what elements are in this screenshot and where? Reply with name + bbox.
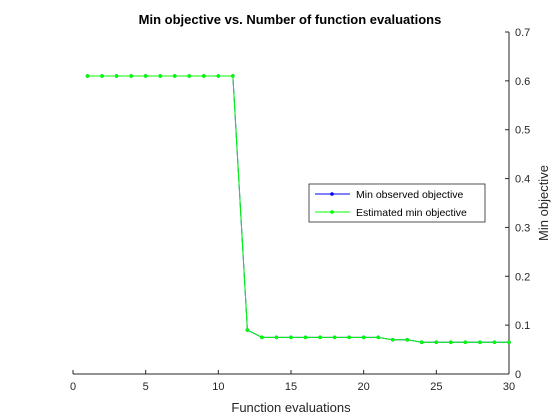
- x-tick-label: 0: [70, 381, 76, 393]
- series-1-point: [390, 337, 395, 342]
- x-tick-label: 25: [430, 381, 442, 393]
- series-1-point: [303, 335, 308, 340]
- series-1-point: [114, 74, 119, 78]
- y-tick-label: 0: [515, 369, 521, 381]
- legend-label-min-observed: Min observed objective: [356, 189, 464, 201]
- series-1-point: [129, 74, 133, 78]
- y-tick-label: 0.3: [515, 222, 530, 234]
- series-1-point: [449, 340, 453, 345]
- legend: Min observed objective Estimated min obj…: [308, 183, 486, 223]
- x-tick-label: 15: [285, 381, 297, 393]
- series-1-point: [361, 335, 366, 340]
- x-tick-label: 30: [503, 381, 515, 393]
- series-1-point: [434, 340, 439, 345]
- legend-marker-estimated-min: [330, 210, 334, 214]
- series-1-point: [231, 74, 235, 78]
- y-ticks: 0 0.1 0.2 0.3 0.4 0.5 0.6 0.7: [505, 27, 530, 381]
- y-tick-label: 0.7: [515, 27, 530, 39]
- series-1-point: [172, 74, 177, 78]
- series-1-point: [478, 340, 482, 345]
- series-1-point: [289, 335, 293, 340]
- series-1-point: [332, 335, 337, 340]
- series-1-point: [463, 340, 468, 345]
- series-1-point: [376, 335, 381, 340]
- series-1-point: [85, 74, 90, 78]
- series-1-point: [419, 340, 424, 345]
- series-1-point: [143, 74, 148, 78]
- series-1-point: [405, 337, 410, 342]
- x-tick-label: 5: [143, 381, 149, 393]
- x-ticks: 0 5 10 15 20 25 30: [70, 370, 515, 393]
- series-1-point: [492, 340, 497, 345]
- series-line-1: [87, 75, 509, 343]
- y-tick-label: 0.2: [515, 271, 530, 283]
- y-tick-label: 0.4: [515, 174, 530, 186]
- y-tick-label: 0.1: [515, 320, 530, 332]
- chart-title: Min objective vs. Number of function eva…: [139, 12, 442, 27]
- legend-box: [308, 183, 486, 223]
- legend-marker-min-observed: [330, 192, 334, 196]
- series-layer: [85, 74, 511, 345]
- series-1-point: [216, 74, 221, 78]
- series-1-point: [158, 74, 163, 78]
- y-tick-label: 0.6: [515, 76, 530, 88]
- series-1-point: [260, 335, 264, 340]
- x-tick-label: 10: [212, 381, 224, 393]
- series-1-point: [507, 340, 511, 345]
- series-1-point: [347, 335, 351, 340]
- series-1-point: [100, 74, 104, 78]
- legend-label-estimated-min: Estimated min objective: [356, 207, 467, 219]
- series-1-point: [245, 328, 250, 332]
- x-tick-label: 20: [358, 381, 370, 393]
- y-tick-label: 0.5: [515, 125, 530, 137]
- series-1-point: [201, 74, 206, 78]
- y-axis-label: Min objective: [536, 165, 551, 241]
- series-1-point: [318, 335, 322, 340]
- x-axis-label: Function evaluations: [231, 400, 351, 415]
- series-1-point: [274, 335, 279, 340]
- series-1-point: [187, 74, 192, 78]
